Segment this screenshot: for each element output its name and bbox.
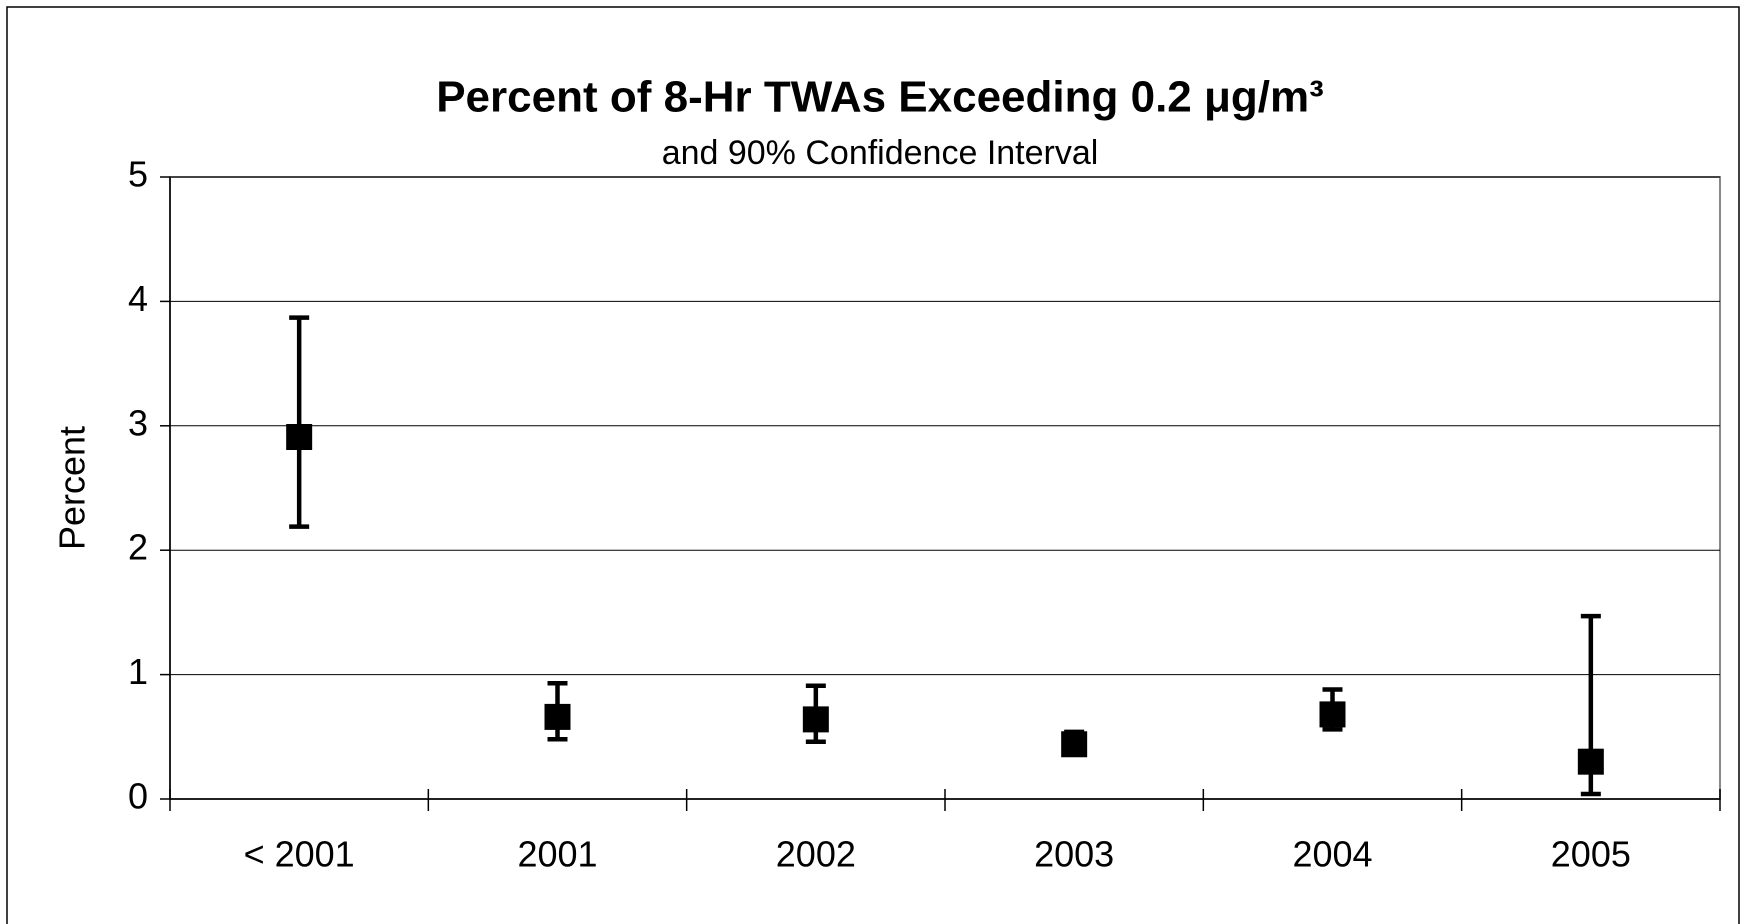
y-tick-label: 1 xyxy=(128,651,148,692)
x-tick-label: 2002 xyxy=(776,834,856,875)
x-tick-label: < 2001 xyxy=(244,834,355,875)
data-point xyxy=(1319,701,1346,728)
chart-subtitle: and 90% Confidence Interval xyxy=(662,134,1099,172)
y-axis-label: Percent xyxy=(52,426,93,550)
x-tick-label: 2003 xyxy=(1034,834,1114,875)
x-tick-label: 2005 xyxy=(1551,834,1631,875)
y-tick-label: 3 xyxy=(128,402,148,443)
y-tick-label: 2 xyxy=(128,527,148,568)
data-point xyxy=(802,706,829,733)
y-tick-label: 5 xyxy=(128,154,148,195)
chart-title: Percent of 8-Hr TWAs Exceeding 0.2 μg/m³ xyxy=(436,73,1324,122)
data-point xyxy=(1061,731,1088,758)
x-tick-label: 2004 xyxy=(1292,834,1372,875)
data-point xyxy=(1577,748,1604,775)
data-point xyxy=(544,703,571,730)
plot-area xyxy=(169,176,1721,800)
data-point xyxy=(286,423,313,450)
y-tick-label: 0 xyxy=(128,776,148,817)
y-tick-label: 4 xyxy=(128,278,148,319)
chart-border xyxy=(6,6,1740,924)
x-tick-label: 2001 xyxy=(517,834,597,875)
